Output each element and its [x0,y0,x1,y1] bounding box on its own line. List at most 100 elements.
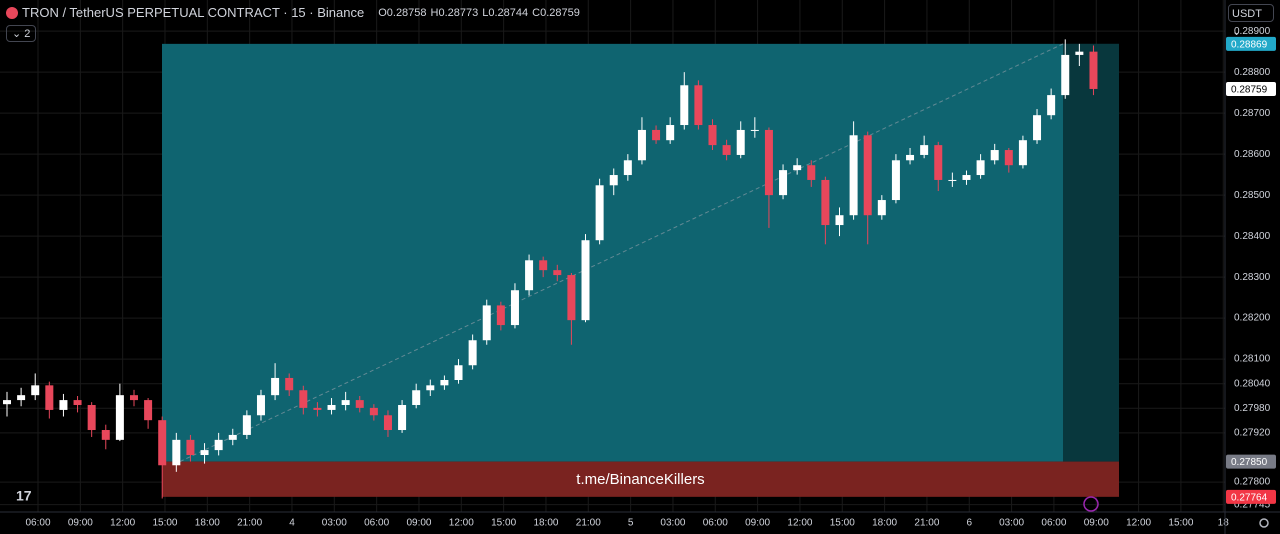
candle-body [172,439,181,466]
candle-body [1004,150,1013,166]
candle-body [398,405,407,431]
candle-body [976,160,985,176]
x-tick-label: 12:00 [449,518,474,529]
candle-body [567,275,576,321]
x-tick-label: 18:00 [872,518,897,529]
x-tick-label: 03:00 [999,518,1024,529]
ohlc-value: 0.28758 [386,6,427,19]
ohlc-value: 0.28773 [438,6,479,19]
candle-body [680,85,689,126]
currency-select[interactable]: USDT ⌄ [1228,4,1274,38]
candle-body [962,175,971,180]
candle-body [863,135,872,216]
ohlc-value: 0.28759 [540,6,580,19]
candle-body [1018,140,1027,166]
ohlc-key: O [378,6,387,19]
candle-body [426,385,435,391]
header: TRON / TetherUS PERPETUAL CONTRACT · 15 … [6,5,580,20]
candle-body [581,240,590,321]
settings-icon[interactable] [1259,518,1269,528]
candle-body [934,145,943,180]
candle-body [17,395,26,401]
price-badge-label: 0.27850 [1231,457,1268,468]
candle-body [496,305,505,326]
x-tick-label: 12:00 [787,518,812,529]
candle-body [708,125,717,146]
candle-body [214,439,223,451]
x-tick-label: 18:00 [195,518,220,529]
y-tick-label: 0.27980 [1234,403,1271,414]
x-tick-label: 06:00 [703,518,728,529]
y-tick-label: 0.28900 [1234,26,1271,37]
y-tick-label: 0.28600 [1234,149,1271,160]
candle-body [821,179,830,226]
candle-body [539,260,548,271]
x-tick-label: 5 [628,518,634,529]
ohlc-legend: O0.28758 H0.28773 L0.28744 C0.28759 [374,7,580,19]
x-tick-label: 4 [289,518,295,529]
candle-body [129,395,138,401]
candle-body [115,395,124,440]
x-tick-label: 09:00 [68,518,93,529]
position-tool: t.me/BinanceKillers [162,43,1119,497]
x-tick-label: 21:00 [576,518,601,529]
candle-body [510,290,519,326]
candle-body [482,305,491,341]
price-badge [1226,454,1276,469]
candle-body [623,160,632,176]
y-tick-label: 0.28040 [1234,378,1271,389]
candle-body [609,175,618,186]
y-tick-label: 0.28800 [1234,67,1271,78]
candle-body [1089,51,1098,89]
candle-body [807,165,816,180]
candle-body [1033,115,1042,141]
candle-body [327,405,336,410]
x-tick-label: 18:00 [533,518,558,529]
ohlc-key: C [532,6,541,19]
y-tick-label: 0.28400 [1234,231,1271,242]
candle-body [186,439,195,456]
y-tick-label: 0.27800 [1234,477,1271,488]
x-tick-label: 15:00 [491,518,516,529]
candle-body [200,450,209,456]
price-badge-label: 0.27764 [1231,492,1268,503]
candle-body [849,135,858,216]
x-tick-label: 06:00 [1041,518,1066,529]
candle-body [158,420,167,466]
candle-body [736,129,745,155]
candle-body [341,400,350,406]
profit-zone [162,43,1119,462]
candle-body [835,215,844,226]
x-tick-label: 15:00 [1168,518,1193,529]
x-tick-label: 09:00 [406,518,431,529]
x-tick-label: 09:00 [745,518,770,529]
x-tick-label: 06:00 [364,518,389,529]
x-tick-label: 21:00 [914,518,939,529]
price-badge-label: 0.28869 [1231,40,1268,51]
candle-body [1047,95,1056,116]
candle-body [637,129,646,161]
candle-body [595,185,604,241]
candle-body [59,400,68,410]
candle-body [242,415,251,435]
candle-body [525,260,534,291]
alert-icon[interactable] [1083,496,1099,512]
candle-body [877,200,886,216]
ohlc-key: H [430,6,439,19]
candle-body [228,434,237,440]
indicator-toggle[interactable]: ⌄ 2 [6,25,37,42]
x-tick-label: 09:00 [1084,518,1109,529]
x-tick-label: 15:00 [152,518,177,529]
candle-body [652,129,661,141]
symbol-logo [6,6,18,19]
candle-body [313,407,322,410]
candle-body [694,85,703,126]
candle-body [369,407,378,416]
candle-body [553,270,562,276]
candle-body [412,390,421,406]
loss-zone [162,461,1119,497]
x-tick-label: 06:00 [25,518,50,529]
